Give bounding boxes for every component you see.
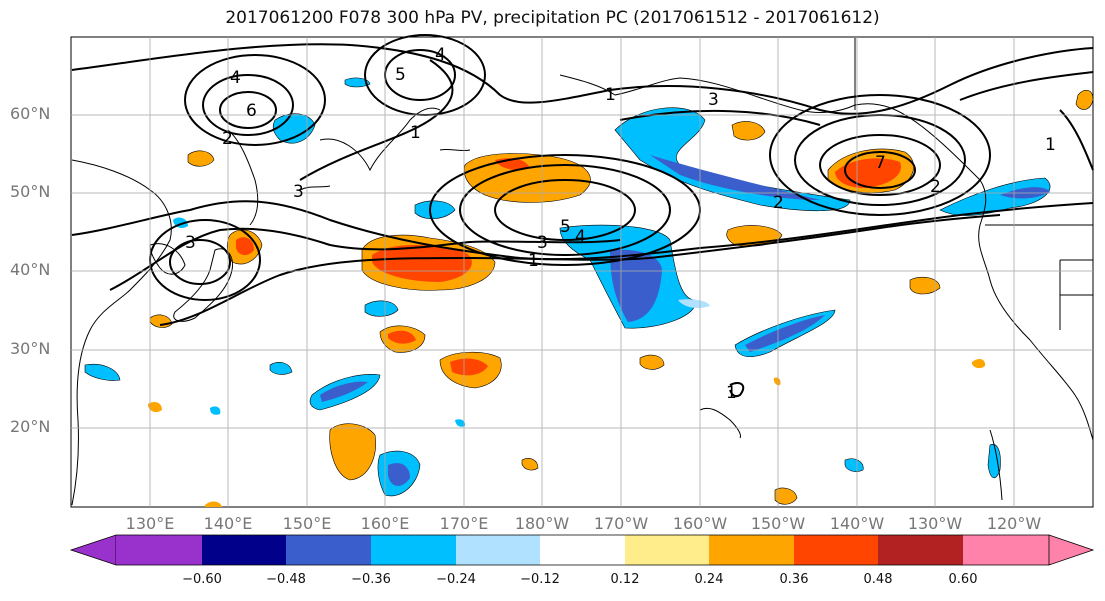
colorbar (69, 534, 1095, 566)
lat-label: 20°N (10, 417, 51, 436)
lat-label: 50°N (10, 182, 51, 201)
contour-label: 4 (575, 227, 586, 247)
coastlines (71, 38, 1094, 506)
colorbar-label: −0.24 (436, 572, 476, 587)
contour-label: 3 (537, 233, 548, 253)
lat-label: 30°N (10, 339, 51, 358)
contour-label: 1 (528, 251, 539, 271)
lon-label: 150°E (282, 514, 332, 533)
contour-label: 4 (435, 45, 446, 65)
contour-label: 6 (246, 101, 257, 121)
contour-labels: 4 6 2 3 5 4 1 3 1 5 4 3 1 2 3 7 2 1 1 (185, 45, 1056, 403)
contour-label: 3 (293, 182, 304, 202)
lon-label: 130°E (125, 514, 175, 533)
lon-label: 140°E (203, 514, 253, 533)
colorbar-label: 0.12 (610, 572, 640, 587)
colorbar-label: 0.36 (779, 572, 809, 587)
contour-label: 2 (773, 193, 784, 213)
map-frame (70, 36, 1094, 508)
contour-label: 2 (930, 177, 941, 197)
lon-label: 170°W (593, 514, 649, 533)
colorbar-label: −0.36 (351, 572, 391, 587)
lat-label: 40°N (10, 260, 51, 279)
contour-label: 1 (410, 123, 421, 143)
lon-label: 130°W (907, 514, 963, 533)
lon-label: 140°W (829, 514, 885, 533)
colorbar-label: 0.48 (863, 572, 893, 587)
lon-label: 170°E (439, 514, 489, 533)
colorbar-label: 0.60 (948, 572, 978, 587)
contour-label: 3 (708, 90, 719, 110)
contour-label: 7 (875, 153, 886, 173)
contour-label: 1 (605, 85, 616, 105)
lon-label: 160°E (360, 514, 410, 533)
lon-label: 180°W (514, 514, 570, 533)
lat-label: 60°N (10, 104, 51, 123)
contour-label: 3 (185, 233, 196, 253)
contour-label: 5 (395, 65, 406, 85)
map-title: 2017061200 F078 300 hPa PV, precipitatio… (225, 8, 880, 28)
colorbar-label: −0.60 (182, 572, 222, 587)
contour-label: 5 (560, 217, 571, 237)
lon-label: 160°W (672, 514, 728, 533)
colorbar-label: 0.24 (694, 572, 724, 587)
contour-label: 4 (230, 68, 241, 88)
lon-label: 120°W (986, 514, 1042, 533)
colorbar-label: −0.48 (266, 572, 306, 587)
negative-precip-areas (84, 77, 1051, 497)
colorbar-label: −0.12 (520, 572, 560, 587)
gridlines (71, 37, 1093, 507)
contour-label: 1 (726, 383, 737, 403)
lon-label: 150°W (750, 514, 806, 533)
contour-label: 2 (222, 129, 233, 149)
contour-label: 1 (1045, 135, 1056, 155)
